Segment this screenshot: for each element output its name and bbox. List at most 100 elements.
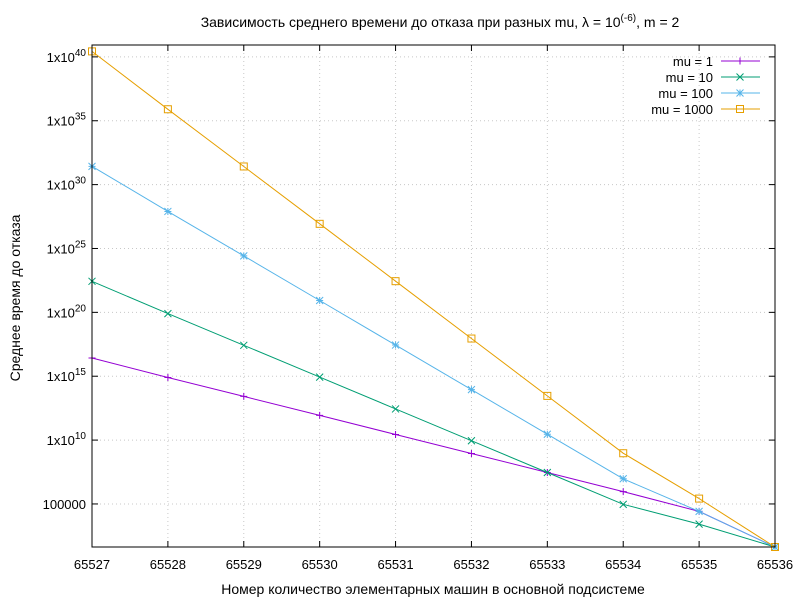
marker-plus [736, 57, 744, 65]
data-point [467, 334, 476, 343]
marker-star [239, 252, 248, 260]
marker-square [163, 105, 172, 114]
legend-label: mu = 1000 [651, 102, 713, 117]
legend-entry: mu = 1 [673, 54, 760, 69]
marker-cross [391, 405, 400, 413]
data-point [543, 391, 552, 400]
data-point [467, 385, 476, 394]
data-point [240, 392, 248, 400]
data-point [619, 449, 628, 458]
series-mu-10 [88, 277, 779, 551]
data-point [467, 436, 476, 445]
marker-plus [240, 392, 248, 400]
chart-title-main: Зависимость среднего времени до отказа п… [201, 14, 621, 30]
marker-star [543, 430, 552, 439]
marker-plus [467, 449, 475, 457]
plot-frame [91, 44, 776, 548]
data-point [315, 296, 324, 305]
marker-star [467, 385, 476, 394]
legend-entry: mu = 10 [666, 70, 760, 85]
data-point [164, 373, 172, 381]
x-tick-label: 65532 [453, 557, 489, 572]
series-mu-100 [88, 162, 779, 551]
series-line [91, 51, 776, 548]
data-point [239, 341, 248, 350]
data-point [163, 105, 172, 114]
x-tick-label: 65536 [757, 557, 793, 572]
x-axis-label: Номер количество элементарных машин в ос… [221, 581, 645, 597]
data-point [315, 219, 324, 228]
data-point [239, 252, 248, 260]
marker-square [619, 449, 628, 458]
marker-plus [164, 373, 172, 381]
legend-entry: mu = 1000 [651, 102, 760, 117]
marker-star [391, 341, 400, 349]
data-point [736, 73, 744, 81]
x-tick-label: 65531 [377, 557, 413, 572]
legend-entry: mu = 100 [658, 86, 760, 101]
data-point [736, 89, 744, 97]
data-point [164, 207, 172, 216]
marker-square [695, 494, 704, 503]
data-point [392, 430, 400, 438]
y-axis-label: Среднее время до отказа [7, 214, 23, 381]
marker-cross [543, 468, 552, 477]
data-point [164, 309, 172, 318]
y-tick-label: 100000 [43, 497, 86, 512]
series-line [91, 357, 776, 548]
x-tick-label: 65530 [302, 557, 338, 572]
data-point [391, 277, 400, 286]
marker-cross [619, 500, 628, 509]
chart-title-tail: , m = 2 [636, 14, 679, 30]
data-point [316, 411, 324, 419]
data-point [695, 520, 703, 528]
marker-cross [164, 309, 172, 318]
marker-cross [315, 373, 324, 381]
data-point [391, 341, 400, 349]
data-point [315, 373, 324, 381]
data-point [736, 105, 744, 113]
marker-square [467, 334, 476, 343]
data-point [543, 468, 552, 477]
marker-plus [619, 488, 627, 496]
y-tick-label: 1x1020 [47, 303, 87, 320]
x-tick-label: 65529 [226, 557, 262, 572]
marker-square [239, 162, 248, 171]
axis-ticks: 65527 65528 65529 65530 65531 65532 65533 65534… [43, 45, 793, 572]
legend-label: mu = 1 [673, 54, 713, 69]
data-point [619, 500, 628, 509]
chart-title-superscript: (-6) [621, 13, 637, 24]
marker-cross [467, 436, 476, 445]
marker-star [164, 207, 172, 216]
marker-star [315, 296, 324, 305]
marker-plus [316, 411, 324, 419]
y-tick-label: 1x1025 [47, 239, 87, 256]
marker-square [315, 219, 324, 228]
series-line [91, 165, 776, 548]
series-line [91, 280, 776, 548]
marker-star [695, 507, 703, 516]
data-point [619, 488, 627, 496]
marker-square [543, 391, 552, 400]
legend-label: mu = 10 [666, 70, 713, 85]
legend-label: mu = 100 [658, 86, 713, 101]
series-mu-1000 [88, 47, 779, 551]
x-tick-label: 65534 [605, 557, 641, 572]
data-point [467, 449, 475, 457]
data-point [695, 507, 703, 516]
marker-square [736, 105, 744, 113]
y-tick-label: 1x1030 [47, 176, 87, 193]
y-tick-label: 1x1010 [47, 431, 87, 448]
marker-star [619, 474, 628, 483]
x-tick-label: 65527 [74, 557, 110, 572]
x-tick-label: 65535 [681, 557, 717, 572]
data-point [736, 57, 744, 65]
y-tick-label: 1x1015 [47, 367, 87, 384]
marker-plus [392, 430, 400, 438]
data-point [239, 162, 248, 171]
data-point [391, 405, 400, 413]
marker-square [391, 277, 400, 286]
marker-cross [695, 520, 703, 528]
